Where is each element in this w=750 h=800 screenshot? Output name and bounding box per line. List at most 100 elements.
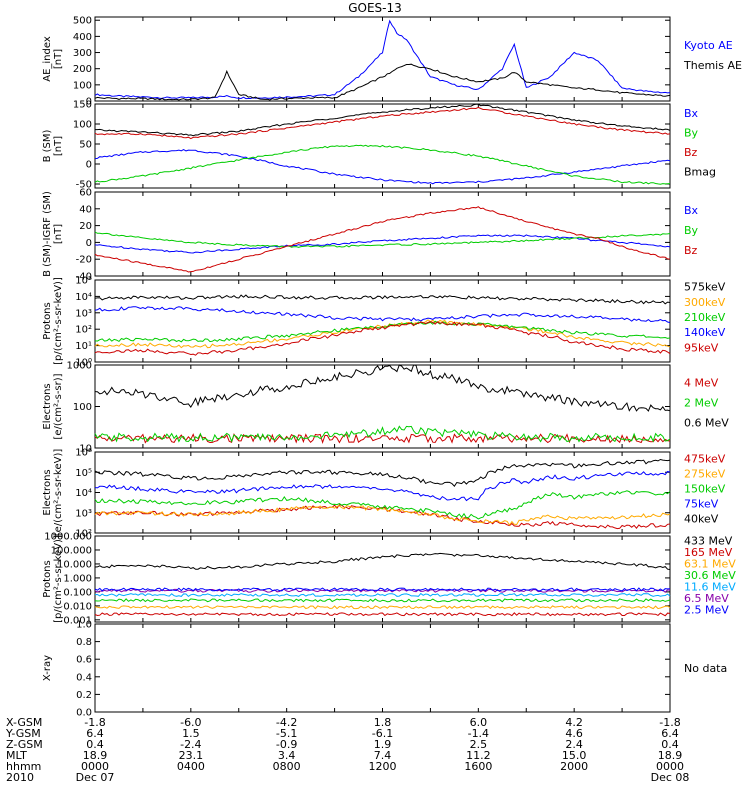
series-line-63-1-mev (94, 605, 671, 610)
series-line-275kev (94, 505, 671, 526)
y-axis-label-line: AE_index (42, 36, 53, 82)
footer-value: 7.4 (374, 749, 392, 762)
footer-value: 0000 (81, 760, 109, 773)
footer-value: 15.0 (562, 749, 587, 762)
series-line-4-mev (94, 433, 671, 445)
legend-entry: Bx (684, 204, 699, 217)
footer-value: 1.9 (374, 738, 392, 751)
y-tick-label: 10⁵ (75, 276, 92, 287)
series-line-140kev (94, 306, 671, 324)
y-tick-label: 1000.000 (44, 532, 92, 543)
y-axis-label: B (SM)[nT] (42, 129, 64, 162)
panel-frame (94, 191, 671, 277)
series-line-2-mev (94, 425, 671, 443)
y-axis-label-line: [p/(cm²-s-sr-keV)] (53, 535, 64, 623)
y-tick-label: 40 (79, 204, 92, 215)
footer-value: -1.8 (84, 716, 105, 729)
series-line-by (94, 231, 671, 248)
y-tick-label: 0 (86, 160, 92, 171)
series-line-bx (94, 234, 671, 254)
series-line-30-6-mev (94, 598, 671, 603)
footer-value: 6.4 (661, 727, 679, 740)
panel-6: 10² 10³ 10⁴ 10⁵ 10⁶ Electrons[e/(cm²-s-sr-keV… (42, 448, 726, 540)
footer-row-label: hhmm (6, 760, 41, 773)
footer-value: -5.1 (276, 727, 297, 740)
y-tick-label: 400 (73, 32, 92, 43)
y-tick-label: 300 (73, 48, 92, 59)
y-tick-label: 10³ (75, 308, 92, 319)
legend-entry: 2 MeV (684, 397, 719, 410)
panel-frame (94, 623, 671, 713)
series-line-kyoto-ae (94, 19, 671, 100)
y-tick-label: 500 (73, 16, 92, 27)
footer-value: 6.0 (470, 716, 488, 729)
series-line-bx (94, 149, 671, 185)
footer-value: 2.4 (565, 738, 583, 751)
y-tick-label: 10.000 (57, 559, 92, 570)
legend-entry: 275keV (684, 468, 726, 481)
footer-value: Dec 07 (76, 771, 115, 784)
y-tick-label: 10² (75, 325, 92, 336)
footer-row-label: Y-GSM (5, 727, 41, 740)
footer-value: 18.9 (83, 749, 108, 762)
legend-entry: 150keV (684, 483, 726, 496)
y-axis-label: Electrons[e/(cm²-s-sr-keV)] (42, 449, 64, 537)
ephemeris-footer: X-GSM -1.8 -6.0 -4.2 1.8 6.0 4.2 -1.8 Y-GSM 6.4 1.… (5, 716, 689, 784)
y-axis-label-line: Electrons (42, 469, 53, 515)
y-tick-label: 0.8 (76, 637, 92, 648)
series-line-150kev (94, 490, 671, 520)
footer-value: 1.8 (374, 716, 392, 729)
footer-value: -6.1 (372, 727, 393, 740)
series-line-433-mev (94, 552, 671, 570)
footer-value: 23.1 (179, 749, 204, 762)
series-line-40kev (94, 458, 671, 488)
y-tick-label: 10⁴ (75, 292, 92, 303)
footer-value: 11.2 (466, 749, 491, 762)
y-tick-label: 1.0 (76, 620, 92, 631)
legend-entry: Themis AE (683, 59, 742, 72)
legend-entry: 11.6 MeV (684, 580, 736, 593)
chart-title: GOES-13 (348, 1, 402, 15)
legend-entry: 95keV (684, 341, 719, 354)
legend-entry: 2.5 MeV (684, 603, 729, 616)
footer-value: 4.6 (565, 727, 583, 740)
legend-entry: By (684, 126, 699, 139)
legend-entry: 4 MeV (684, 377, 719, 390)
footer-value: 1600 (464, 760, 492, 773)
y-axis-label: B (SM)-IGRF (SM)[nT] (42, 191, 64, 277)
y-axis-label-line: [e/(cm²-s-sr)] (53, 373, 64, 439)
y-tick-label: 1.000 (63, 573, 92, 584)
y-axis-label-line: X-ray (42, 655, 53, 681)
y-axis-label-line: Protons (42, 302, 53, 339)
y-tick-label: 10⁴ (75, 488, 92, 499)
footer-value: 2000 (560, 760, 588, 773)
y-axis-label: Electrons[e/(cm²-s-sr)] (42, 373, 64, 439)
legend-entry: Kyoto AE (684, 39, 733, 52)
legend-entry: 575keV (684, 281, 726, 294)
footer-value: 0000 (656, 760, 684, 773)
legend-entry: 210keV (684, 311, 726, 324)
legend-entry: Bx (684, 107, 699, 120)
legend-entry: 433 MeV (684, 535, 733, 548)
footer-value: -6.0 (180, 716, 201, 729)
y-axis-label-line: [nT] (53, 49, 64, 69)
y-axis-label: X-ray (42, 655, 53, 681)
footer-value: 2.5 (470, 738, 488, 751)
series-line-2-5-mev (94, 587, 671, 592)
y-axis-label: Protons[p/(cm²-s-sr-keV)] (42, 277, 64, 365)
y-tick-label: 60 (79, 188, 92, 199)
series-line-165-mev (94, 612, 671, 617)
panel-1: 0 100 200 300 400 500 AE_index[nT] Kyoto AE Them… (42, 16, 742, 108)
series-line-575kev (94, 294, 671, 305)
footer-value: -2.4 (180, 738, 201, 751)
legend-entry: 165 MeV (684, 546, 733, 559)
y-tick-label: 100.000 (51, 545, 92, 556)
series-line-by (94, 144, 671, 185)
y-tick-label: 0.2 (76, 690, 92, 701)
y-axis-label-line: Protons (42, 560, 53, 597)
legend-entry: 475keV (684, 453, 726, 466)
y-tick-label: 100 (73, 120, 92, 131)
panel-2: -50 0 50 100 150 B (SM)[nT] Bx By Bz Bmag (42, 100, 716, 191)
y-tick-label: -50 (76, 180, 92, 191)
